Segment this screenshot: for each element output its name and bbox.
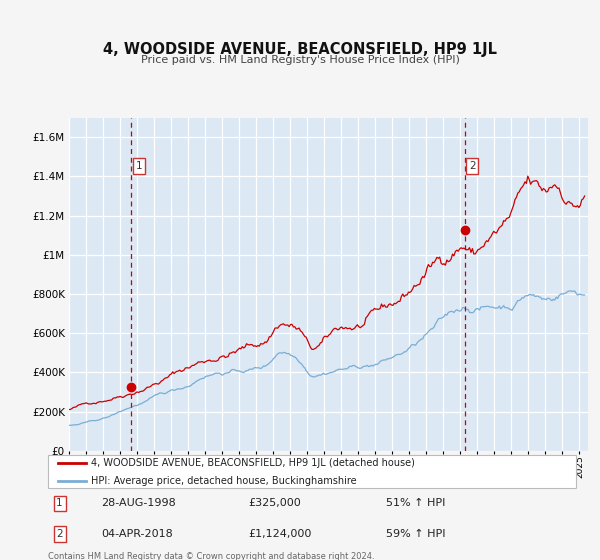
Text: 1: 1 bbox=[136, 161, 142, 171]
Text: 59% ↑ HPI: 59% ↑ HPI bbox=[386, 529, 445, 539]
Text: £325,000: £325,000 bbox=[248, 498, 301, 508]
Text: 04-APR-2018: 04-APR-2018 bbox=[101, 529, 173, 539]
Text: 4, WOODSIDE AVENUE, BEACONSFIELD, HP9 1JL (detached house): 4, WOODSIDE AVENUE, BEACONSFIELD, HP9 1J… bbox=[91, 458, 415, 468]
Text: Price paid vs. HM Land Registry's House Price Index (HPI): Price paid vs. HM Land Registry's House … bbox=[140, 55, 460, 65]
Text: 28-AUG-1998: 28-AUG-1998 bbox=[101, 498, 176, 508]
Text: 2: 2 bbox=[56, 529, 63, 539]
Text: 1: 1 bbox=[56, 498, 63, 508]
Text: 4, WOODSIDE AVENUE, BEACONSFIELD, HP9 1JL: 4, WOODSIDE AVENUE, BEACONSFIELD, HP9 1J… bbox=[103, 42, 497, 57]
Text: 2: 2 bbox=[469, 161, 476, 171]
Text: HPI: Average price, detached house, Buckinghamshire: HPI: Average price, detached house, Buck… bbox=[91, 476, 357, 486]
FancyBboxPatch shape bbox=[48, 455, 576, 488]
Text: 51% ↑ HPI: 51% ↑ HPI bbox=[386, 498, 445, 508]
Text: £1,124,000: £1,124,000 bbox=[248, 529, 312, 539]
Text: Contains HM Land Registry data © Crown copyright and database right 2024.
This d: Contains HM Land Registry data © Crown c… bbox=[48, 552, 374, 560]
